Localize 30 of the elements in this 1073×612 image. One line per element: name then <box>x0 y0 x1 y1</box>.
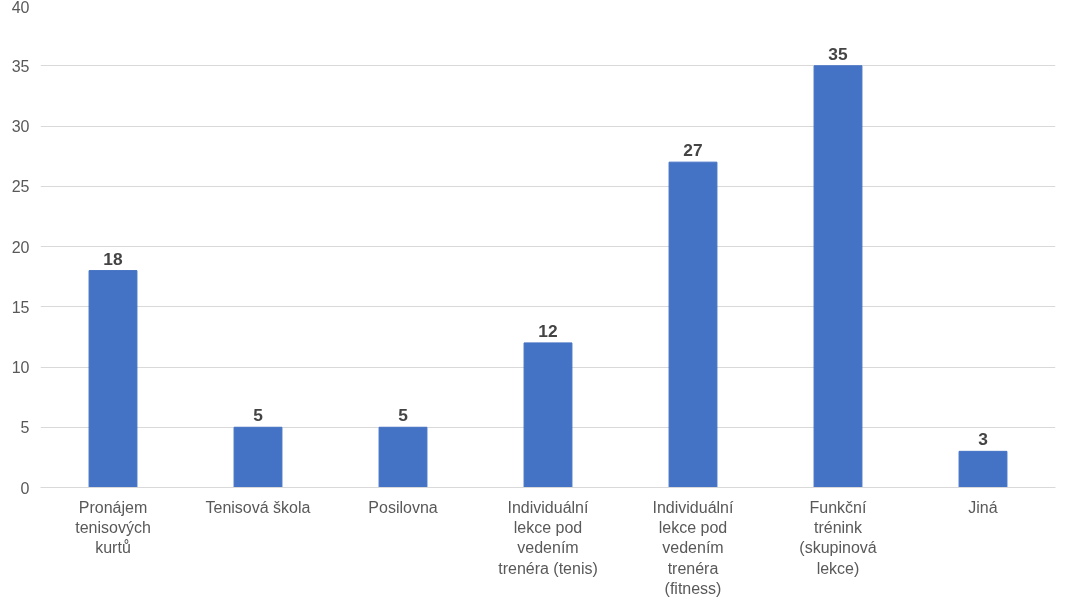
y-tick-label: 5 <box>20 419 30 437</box>
data-label: 18 <box>103 248 123 269</box>
x-tick-label: Tenisová škola <box>205 498 311 516</box>
data-label: 35 <box>828 43 848 64</box>
y-tick-label: 35 <box>11 57 30 75</box>
y-tick-label: 20 <box>11 238 30 256</box>
data-label: 5 <box>253 405 264 426</box>
y-tick-label: 25 <box>11 178 30 196</box>
bar <box>378 426 428 488</box>
data-label: 12 <box>538 320 558 341</box>
x-tick-label: Posilovna <box>368 498 438 516</box>
x-tick-label: Individuální lekce pod vedením trenéra (fitness) <box>652 498 735 598</box>
bar <box>233 426 283 488</box>
bar <box>523 342 573 488</box>
bar <box>668 161 718 488</box>
y-tick-label: 40 <box>11 0 30 16</box>
bar <box>958 450 1008 488</box>
data-label: 3 <box>978 429 989 450</box>
data-label: 5 <box>398 405 409 426</box>
data-label: 27 <box>683 140 703 161</box>
x-tick-label: Individuální lekce pod vedením trenéra (tenis) <box>498 498 598 577</box>
y-tick-label: 0 <box>20 479 30 497</box>
y-tick-label: 15 <box>11 298 30 316</box>
bar <box>813 65 863 488</box>
x-tick-label: Jiná <box>968 498 998 516</box>
bar <box>88 270 138 488</box>
x-tick-label: Pronájem tenisových kurtů <box>75 498 151 557</box>
x-tick-label: Funkční trénink (skupinová lekce) <box>799 498 877 577</box>
y-tick-label: 30 <box>11 118 30 135</box>
y-tick-label: 10 <box>11 359 30 376</box>
